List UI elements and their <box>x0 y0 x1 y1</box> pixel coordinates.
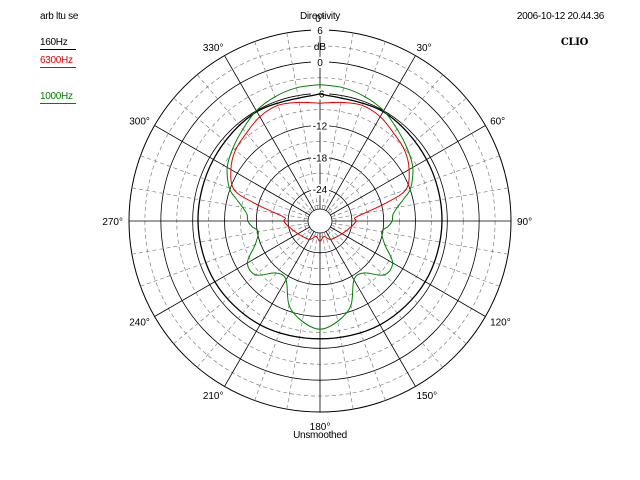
grid-spoke-minor <box>131 187 309 220</box>
grid-spoke-minor <box>286 32 319 210</box>
grid-spoke-minor <box>254 41 317 210</box>
angle-tick-label: 240° <box>129 318 150 329</box>
legend-swatch <box>40 67 76 68</box>
grid-spoke-minor <box>173 228 312 345</box>
grid-spoke-minor <box>140 224 309 287</box>
grid-spoke-major <box>325 55 416 211</box>
grid-spoke-minor <box>331 222 509 255</box>
series-line-1000hz <box>226 84 414 330</box>
radial-tick-bg <box>311 56 329 68</box>
grid-spoke-minor <box>321 232 354 410</box>
grid-spoke-minor <box>331 187 509 220</box>
grid-spoke-minor <box>254 232 317 401</box>
grid-spoke-minor <box>328 228 467 345</box>
grid-spoke-minor <box>196 74 313 213</box>
series-line-6300hz <box>230 101 410 242</box>
grid-spoke-minor <box>140 155 309 218</box>
angle-tick-label: 210° <box>203 391 224 402</box>
legend-label: 1000Hz <box>40 91 73 102</box>
grid-spoke-major <box>330 226 486 317</box>
angle-tick-label: 150° <box>417 391 438 402</box>
grid-spoke-major <box>330 125 486 216</box>
grid-spoke-major <box>154 125 310 216</box>
legend-label: 160Hz <box>40 37 68 48</box>
angle-tick-label: 0° <box>315 14 325 25</box>
grid-spoke-major <box>154 226 310 317</box>
grid-spoke-minor <box>328 97 467 214</box>
angle-tick-label: 300° <box>129 117 150 128</box>
grid-spoke-minor <box>131 222 309 255</box>
angle-tick-label: 60° <box>490 117 505 128</box>
angle-tick-label: 180° <box>310 422 331 433</box>
legend-item-160hz[interactable]: 160Hz <box>40 37 76 50</box>
grid-spoke-major <box>224 231 315 387</box>
grid-spoke-minor <box>327 229 444 368</box>
grid-spoke-major <box>325 231 416 387</box>
radial-tick-label: -18 <box>313 153 328 164</box>
grid-spoke-minor <box>196 229 313 368</box>
radial-tick-bg <box>311 120 329 132</box>
radial-tick-bg <box>311 152 329 164</box>
radial-tick-bg <box>311 184 329 196</box>
center-circle <box>307 208 333 234</box>
grid-spoke-minor <box>331 224 500 287</box>
header-left-label: arb ltu se <box>40 11 79 22</box>
grid-spoke-minor <box>323 41 386 210</box>
grid-spoke-minor <box>331 155 500 218</box>
grid-spoke-minor <box>286 232 319 410</box>
radial-tick-label: 0 <box>317 58 323 69</box>
grid-spoke-minor <box>173 97 312 214</box>
grid-spoke-minor <box>327 74 444 213</box>
radial-tick-label: 6 <box>317 26 323 37</box>
grid-spoke-minor <box>323 232 386 401</box>
radial-tick-bg <box>311 25 329 36</box>
legend-swatch <box>40 103 76 104</box>
radial-unit-label: dB <box>314 42 327 53</box>
timestamp: 2006-10-12 20.44.36 <box>516 11 604 22</box>
radial-tick-label: -12 <box>313 122 328 133</box>
angle-tick-label: 330° <box>203 43 224 54</box>
radial-tick-label: -24 <box>313 185 328 196</box>
grid-spoke-minor <box>321 32 354 210</box>
chart-title: Directivity <box>299 11 341 22</box>
brand-label: CLIO <box>560 37 588 48</box>
angle-tick-label: 90° <box>517 217 532 228</box>
series-line-160hz <box>197 93 443 340</box>
radial-tick-label: -6 <box>316 90 325 101</box>
legend-swatch <box>40 49 76 50</box>
angle-tick-label: 120° <box>490 318 511 329</box>
legend-item-6300hz[interactable]: 6300Hz <box>40 55 76 68</box>
legend-label: 6300Hz <box>40 55 73 66</box>
legend-item-1000hz[interactable]: 1000Hz <box>40 91 76 104</box>
angle-tick-label: 30° <box>417 43 432 54</box>
grid-spoke-major <box>224 55 315 211</box>
angle-tick-label: 270° <box>102 217 123 228</box>
smoothing-label: Unsmoothed <box>293 430 347 441</box>
